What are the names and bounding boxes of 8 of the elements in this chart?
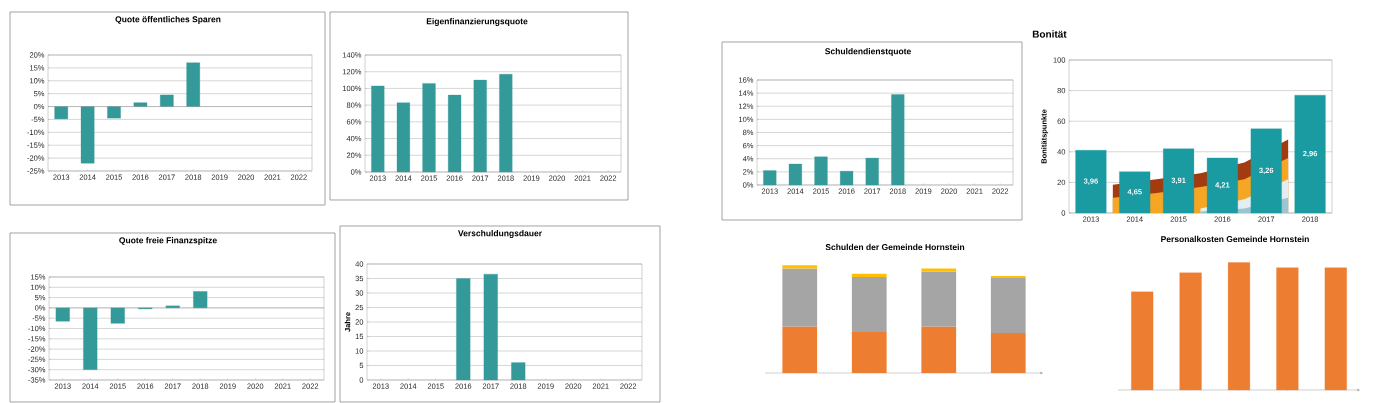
chart-title: Bonität: [1032, 30, 1067, 38]
chart-title: Schuldendienstquote: [825, 48, 911, 56]
chart-title: Quote öffentliches Sparen: [115, 16, 221, 24]
chart-title: Personalkosten Gemeinde Hornstein: [1161, 235, 1309, 243]
chart-title: Verschuldungsdauer: [458, 230, 542, 238]
chart-title: Schulden der Gemeinde Hornstein: [825, 243, 965, 251]
chart-title: Eigenfinanzierungsquote: [426, 18, 528, 26]
chart-title: Quote freie Finanzspitze: [119, 237, 217, 245]
